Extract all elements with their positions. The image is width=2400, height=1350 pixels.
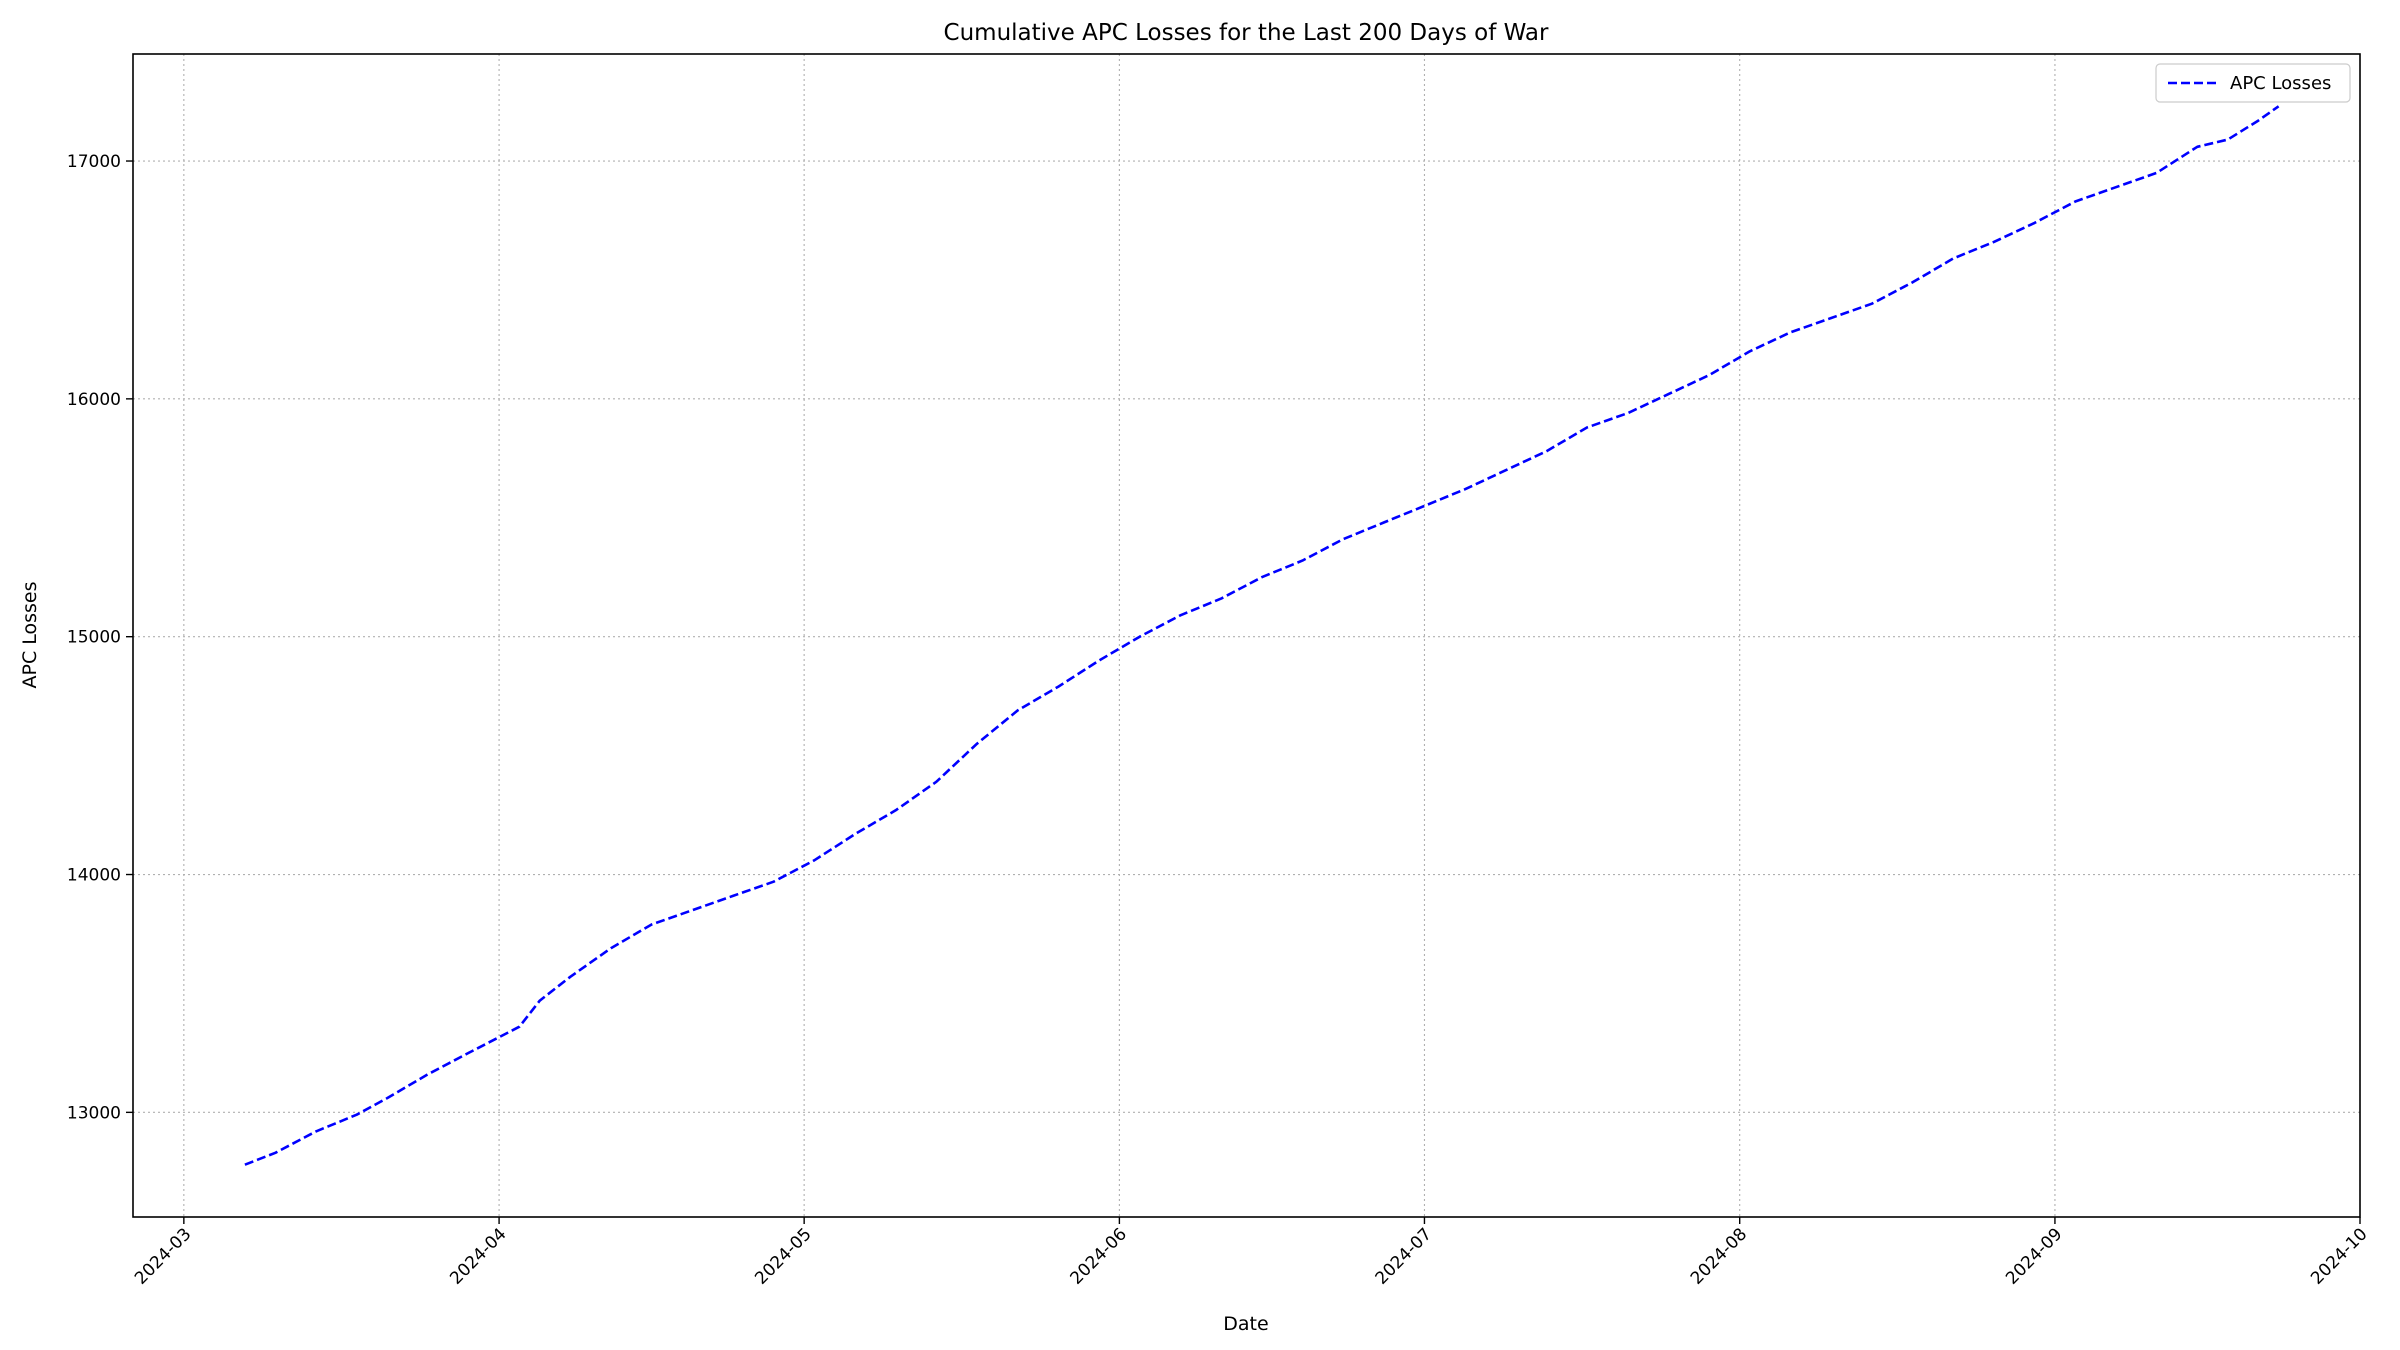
chart-title: Cumulative APC Losses for the Last 200 D… (944, 20, 1549, 46)
y-axis-label: APC Losses (19, 581, 41, 688)
y-tick-label: 16000 (67, 390, 121, 410)
y-tick-label: 14000 (67, 866, 121, 886)
grid-lines (133, 54, 2361, 1217)
y-tick-label: 15000 (67, 628, 121, 648)
plot-area-frame (132, 53, 2361, 1218)
x-axis-label: Date (1223, 1313, 1268, 1335)
legend: APC Losses (2155, 63, 2351, 103)
legend-box (2155, 63, 2351, 103)
legend-label-apc-losses: APC Losses (2230, 73, 2331, 94)
y-tick-label: 17000 (67, 152, 121, 172)
series-lines (244, 105, 2280, 1166)
series-line-apc-losses (244, 105, 2280, 1166)
y-axis: 13000 14000 15000 16000 17000 (67, 152, 133, 1123)
y-tick-label: 13000 (67, 1103, 121, 1123)
